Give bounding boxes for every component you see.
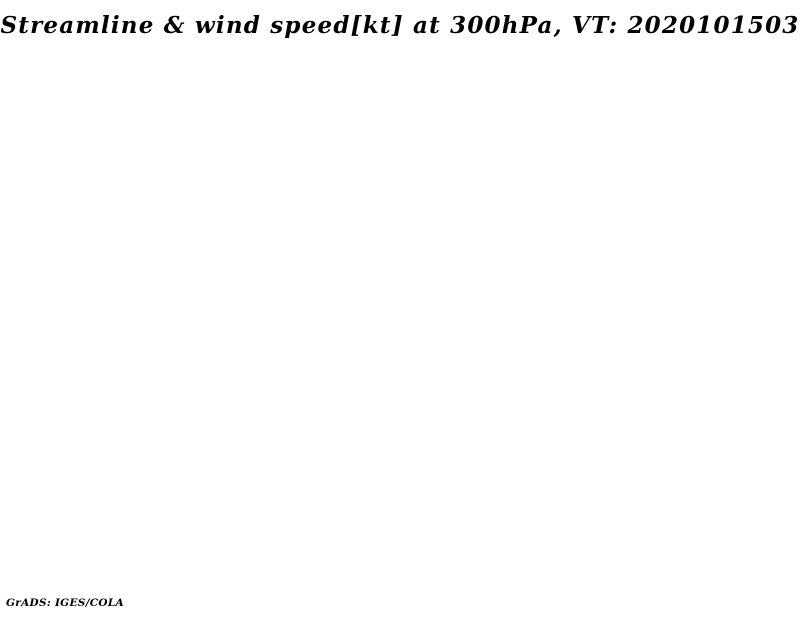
chart-title: Streamline & wind speed[kt] at 300hPa, V…: [0, 12, 800, 39]
streamline-field-canvas: [130, 62, 660, 561]
credit-text: GrADS: IGES/COLA: [6, 597, 124, 609]
map-plot-area: [130, 62, 660, 561]
coastline-overlay: [130, 62, 660, 561]
colorbar: [712, 64, 797, 552]
